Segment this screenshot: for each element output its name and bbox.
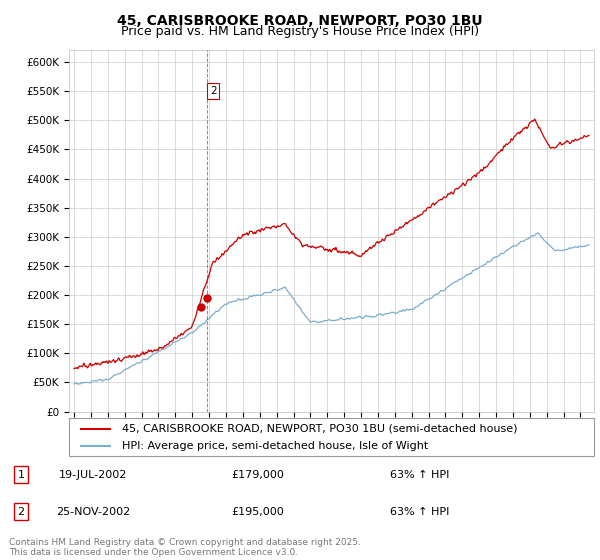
- Text: Contains HM Land Registry data © Crown copyright and database right 2025.
This d: Contains HM Land Registry data © Crown c…: [9, 538, 361, 557]
- Text: HPI: Average price, semi-detached house, Isle of Wight: HPI: Average price, semi-detached house,…: [121, 441, 428, 451]
- FancyBboxPatch shape: [69, 418, 594, 456]
- Text: 63% ↑ HPI: 63% ↑ HPI: [391, 507, 449, 517]
- Text: £179,000: £179,000: [232, 470, 284, 479]
- Text: 63% ↑ HPI: 63% ↑ HPI: [391, 470, 449, 479]
- Text: 45, CARISBROOKE ROAD, NEWPORT, PO30 1BU (semi-detached house): 45, CARISBROOKE ROAD, NEWPORT, PO30 1BU …: [121, 424, 517, 434]
- Text: 19-JUL-2002: 19-JUL-2002: [59, 470, 127, 479]
- Text: 2: 2: [17, 507, 25, 517]
- Text: 45, CARISBROOKE ROAD, NEWPORT, PO30 1BU: 45, CARISBROOKE ROAD, NEWPORT, PO30 1BU: [117, 14, 483, 28]
- Text: 1: 1: [17, 470, 25, 479]
- Text: £195,000: £195,000: [232, 507, 284, 517]
- Text: 2: 2: [210, 86, 217, 96]
- Text: 25-NOV-2002: 25-NOV-2002: [56, 507, 130, 517]
- Text: Price paid vs. HM Land Registry's House Price Index (HPI): Price paid vs. HM Land Registry's House …: [121, 25, 479, 38]
